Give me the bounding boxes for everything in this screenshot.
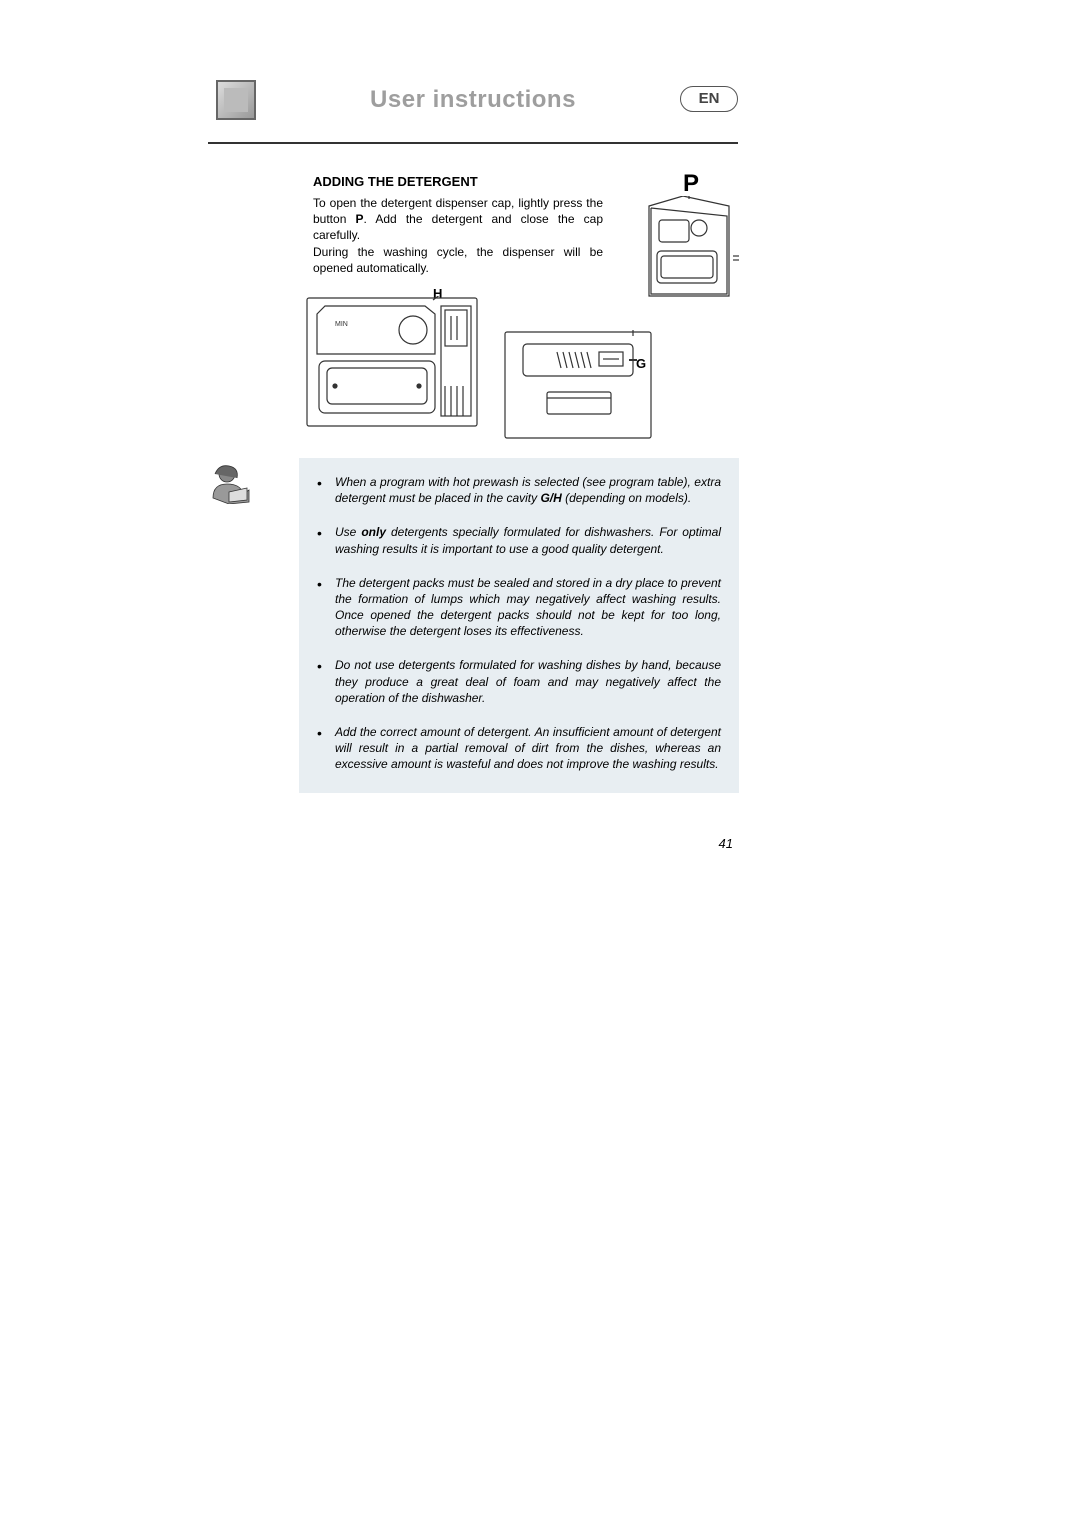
dispenser-h-svg: MIN bbox=[305, 296, 480, 431]
tip-text: Do not use detergents formulated for was… bbox=[335, 658, 721, 704]
dishwasher-icon bbox=[216, 80, 256, 120]
document-page: User instructions EN ADDING THE DETERGEN… bbox=[208, 80, 738, 793]
tip-text: detergents specially formulated for dish… bbox=[335, 525, 721, 555]
tip-item: Use only detergents specially formulated… bbox=[335, 524, 721, 556]
page-number: 41 bbox=[719, 836, 733, 851]
intro-text-3: During the washing cycle, the dispenser … bbox=[313, 245, 603, 275]
figure-dispenser-hg: H G MIN bbox=[313, 290, 733, 430]
language-badge: EN bbox=[680, 86, 738, 112]
header-row: User instructions EN bbox=[208, 80, 738, 130]
page-title: User instructions bbox=[370, 86, 576, 114]
tip-text: The detergent packs must be sealed and s… bbox=[335, 576, 721, 639]
tips-list: When a program with hot prewash is selec… bbox=[335, 474, 721, 773]
button-p-bold: P bbox=[356, 212, 364, 226]
tip-bold: only bbox=[361, 525, 386, 539]
label-p: P bbox=[683, 170, 699, 198]
dispenser-g-svg bbox=[503, 330, 653, 440]
tip-item: Add the correct amount of detergent. An … bbox=[335, 724, 721, 773]
header-rule bbox=[208, 142, 738, 144]
svg-text:MIN: MIN bbox=[335, 321, 348, 328]
tip-item: Do not use detergents formulated for was… bbox=[335, 657, 721, 706]
tip-item: The detergent packs must be sealed and s… bbox=[335, 575, 721, 640]
tips-callout: When a program with hot prewash is selec… bbox=[299, 458, 739, 793]
tip-text: (depending on models). bbox=[562, 491, 691, 505]
tip-text: Add the correct amount of detergent. An … bbox=[335, 725, 721, 771]
intro-paragraph: To open the detergent dispenser cap, lig… bbox=[313, 195, 603, 276]
tip-bold: G/H bbox=[540, 491, 561, 505]
person-reading-icon bbox=[209, 462, 251, 504]
tip-text: Use bbox=[335, 525, 361, 539]
figure-dispenser-p: P bbox=[639, 174, 739, 304]
tip-item: When a program with hot prewash is selec… bbox=[335, 474, 721, 506]
content-area: ADDING THE DETERGENT To open the deterge… bbox=[313, 174, 733, 793]
